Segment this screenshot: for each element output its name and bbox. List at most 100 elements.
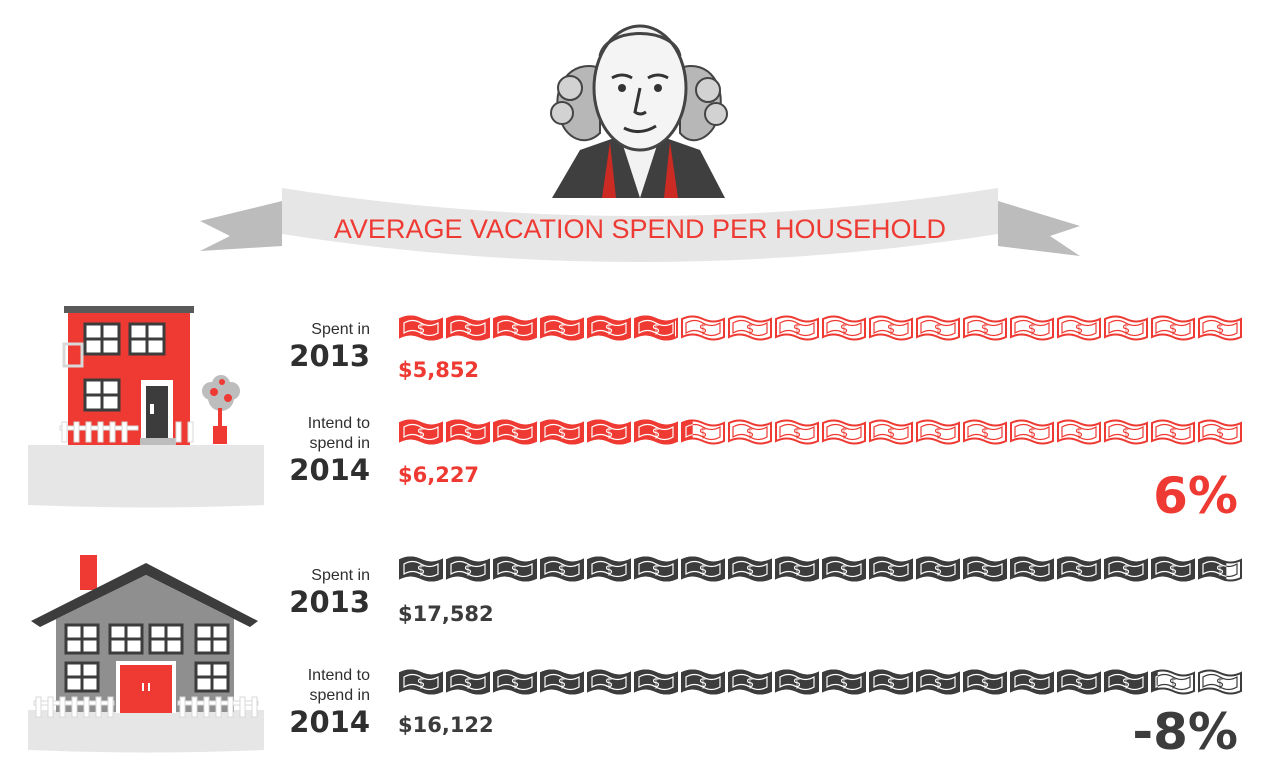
svg-text:$: $: [464, 426, 472, 441]
svg-text:$: $: [1122, 563, 1130, 578]
dollar-bill-icon: $$: [634, 556, 678, 582]
dollar-bill-icon: $$: [775, 556, 819, 582]
dollar-bill-icon: $$: [634, 669, 678, 695]
dollar-bill-icon: $$: [775, 419, 819, 445]
dollar-bill-icon: $$: [963, 315, 1007, 341]
svg-text:$: $: [793, 426, 801, 441]
svg-text:$: $: [840, 676, 848, 691]
dollar-bill-icon: $$: [916, 315, 960, 341]
amount-label: $6,227: [398, 463, 480, 487]
bill-row: $$$$$$$$$$$$$$$$$$$$$$$$$$$$$$$$$$$$: [399, 556, 1242, 582]
svg-text:$: $: [887, 676, 895, 691]
svg-text:$: $: [652, 563, 660, 578]
dollar-bill-icon: $$: [822, 315, 866, 341]
dollar-bill-icon: $$: [916, 419, 960, 445]
dollar-bill-icon: $$: [822, 419, 866, 445]
svg-text:$: $: [558, 426, 566, 441]
svg-text:$: $: [1122, 426, 1130, 441]
svg-text:$: $: [1075, 322, 1083, 337]
dollar-bill-icon: $$: [916, 556, 960, 582]
svg-text:$: $: [417, 563, 425, 578]
svg-text:$: $: [934, 426, 942, 441]
dollar-bill-icon: $$: [587, 419, 631, 445]
dollar-bill-icon: $$: [1010, 315, 1054, 341]
dollar-bill-icon: $$: [1198, 315, 1242, 341]
suburban-house-icon: [28, 555, 264, 753]
svg-text:$: $: [511, 426, 519, 441]
dollar-bill-icon: $$: [963, 419, 1007, 445]
dollar-bill-icon: $$: [446, 669, 490, 695]
townhouse-icon: [28, 306, 264, 508]
dollar-bill-icon: $$: [1104, 419, 1148, 445]
svg-text:$: $: [1216, 322, 1224, 337]
dollar-bill-icon: $$: [869, 315, 913, 341]
dollar-bill-icon: $$: [540, 315, 584, 341]
dollar-bill-icon: $$: [1151, 556, 1195, 582]
dollar-bill-icon: $$: [587, 315, 631, 341]
svg-text:$: $: [1216, 426, 1224, 441]
amount-label: $17,582: [398, 602, 494, 626]
svg-text:$: $: [652, 676, 660, 691]
title-banner: AVERAGE VACATION SPEND PER HOUSEHOLD: [200, 188, 1080, 262]
svg-text:$: $: [746, 676, 754, 691]
amount-label: $5,852: [398, 358, 480, 382]
svg-text:$: $: [605, 426, 613, 441]
svg-text:$: $: [1169, 322, 1177, 337]
row-year: 2013: [289, 585, 370, 619]
svg-text:$: $: [1075, 563, 1083, 578]
svg-text:$: $: [605, 676, 613, 691]
bill-row: $$$$$$$$$$$$$$$$$$$$$$$$$$$$$$$$$$$$: [399, 315, 1242, 341]
svg-text:$: $: [417, 676, 425, 691]
dollar-bill-icon: $$: [1104, 315, 1148, 341]
svg-text:$: $: [981, 426, 989, 441]
dollar-bill-icon: $$: [681, 669, 725, 695]
dollar-bill-icon: $$: [681, 315, 725, 341]
dollar-bill-icon: $$: [446, 315, 490, 341]
svg-text:$: $: [793, 563, 801, 578]
svg-text:$: $: [793, 322, 801, 337]
svg-text:$: $: [934, 322, 942, 337]
dollar-bill-icon: $$: [587, 669, 631, 695]
svg-text:$: $: [1216, 676, 1224, 691]
svg-text:$: $: [840, 426, 848, 441]
svg-text:$: $: [840, 322, 848, 337]
dollar-bill-icon: $$: [446, 556, 490, 582]
row-year: 2013: [289, 339, 370, 373]
svg-text:$: $: [605, 563, 613, 578]
bill-row: $$$$$$$$$$$$$$$$$$$$$$$$$$$$$$$$$$$$: [399, 419, 1242, 445]
dollar-bill-icon: $$: [1198, 419, 1242, 445]
svg-text:$: $: [981, 676, 989, 691]
dollar-bill-icon: $$: [728, 315, 772, 341]
svg-text:$: $: [934, 563, 942, 578]
svg-text:$: $: [746, 563, 754, 578]
svg-text:$: $: [887, 563, 895, 578]
dollar-bill-icon: $$: [1151, 669, 1195, 695]
svg-text:$: $: [1169, 676, 1177, 691]
change-percent: 6%: [1153, 467, 1238, 525]
svg-text:$: $: [840, 563, 848, 578]
dollar-bill-icon: $$: [1104, 669, 1148, 695]
row-label: Intend to spend in 2014: [284, 666, 370, 739]
change-percent: -8%: [1132, 703, 1238, 761]
dollar-bill-icon: $$: [1010, 419, 1054, 445]
dollar-bill-icon: $$: [1057, 419, 1101, 445]
svg-text:$: $: [1122, 322, 1130, 337]
dollar-bill-icon: $$: [1057, 315, 1101, 341]
dollar-bill-icon: $$: [1057, 556, 1101, 582]
svg-text:$: $: [652, 426, 660, 441]
svg-text:$: $: [558, 322, 566, 337]
svg-text:$: $: [1028, 322, 1036, 337]
dollar-bill-icon: $$: [869, 419, 913, 445]
svg-text:$: $: [417, 322, 425, 337]
svg-text:$: $: [1216, 563, 1224, 578]
dollar-bill-icon: $$: [540, 669, 584, 695]
dollar-bill-icon: $$: [681, 419, 725, 445]
svg-text:$: $: [934, 676, 942, 691]
dollar-bill-icon: $$: [728, 669, 772, 695]
dollar-bill-icon: $$: [869, 669, 913, 695]
dollar-bill-icon: $$: [822, 556, 866, 582]
dollar-bill-icon: $$: [493, 669, 537, 695]
dollar-bill-icon: $$: [728, 419, 772, 445]
svg-text:$: $: [1075, 676, 1083, 691]
svg-text:$: $: [605, 322, 613, 337]
